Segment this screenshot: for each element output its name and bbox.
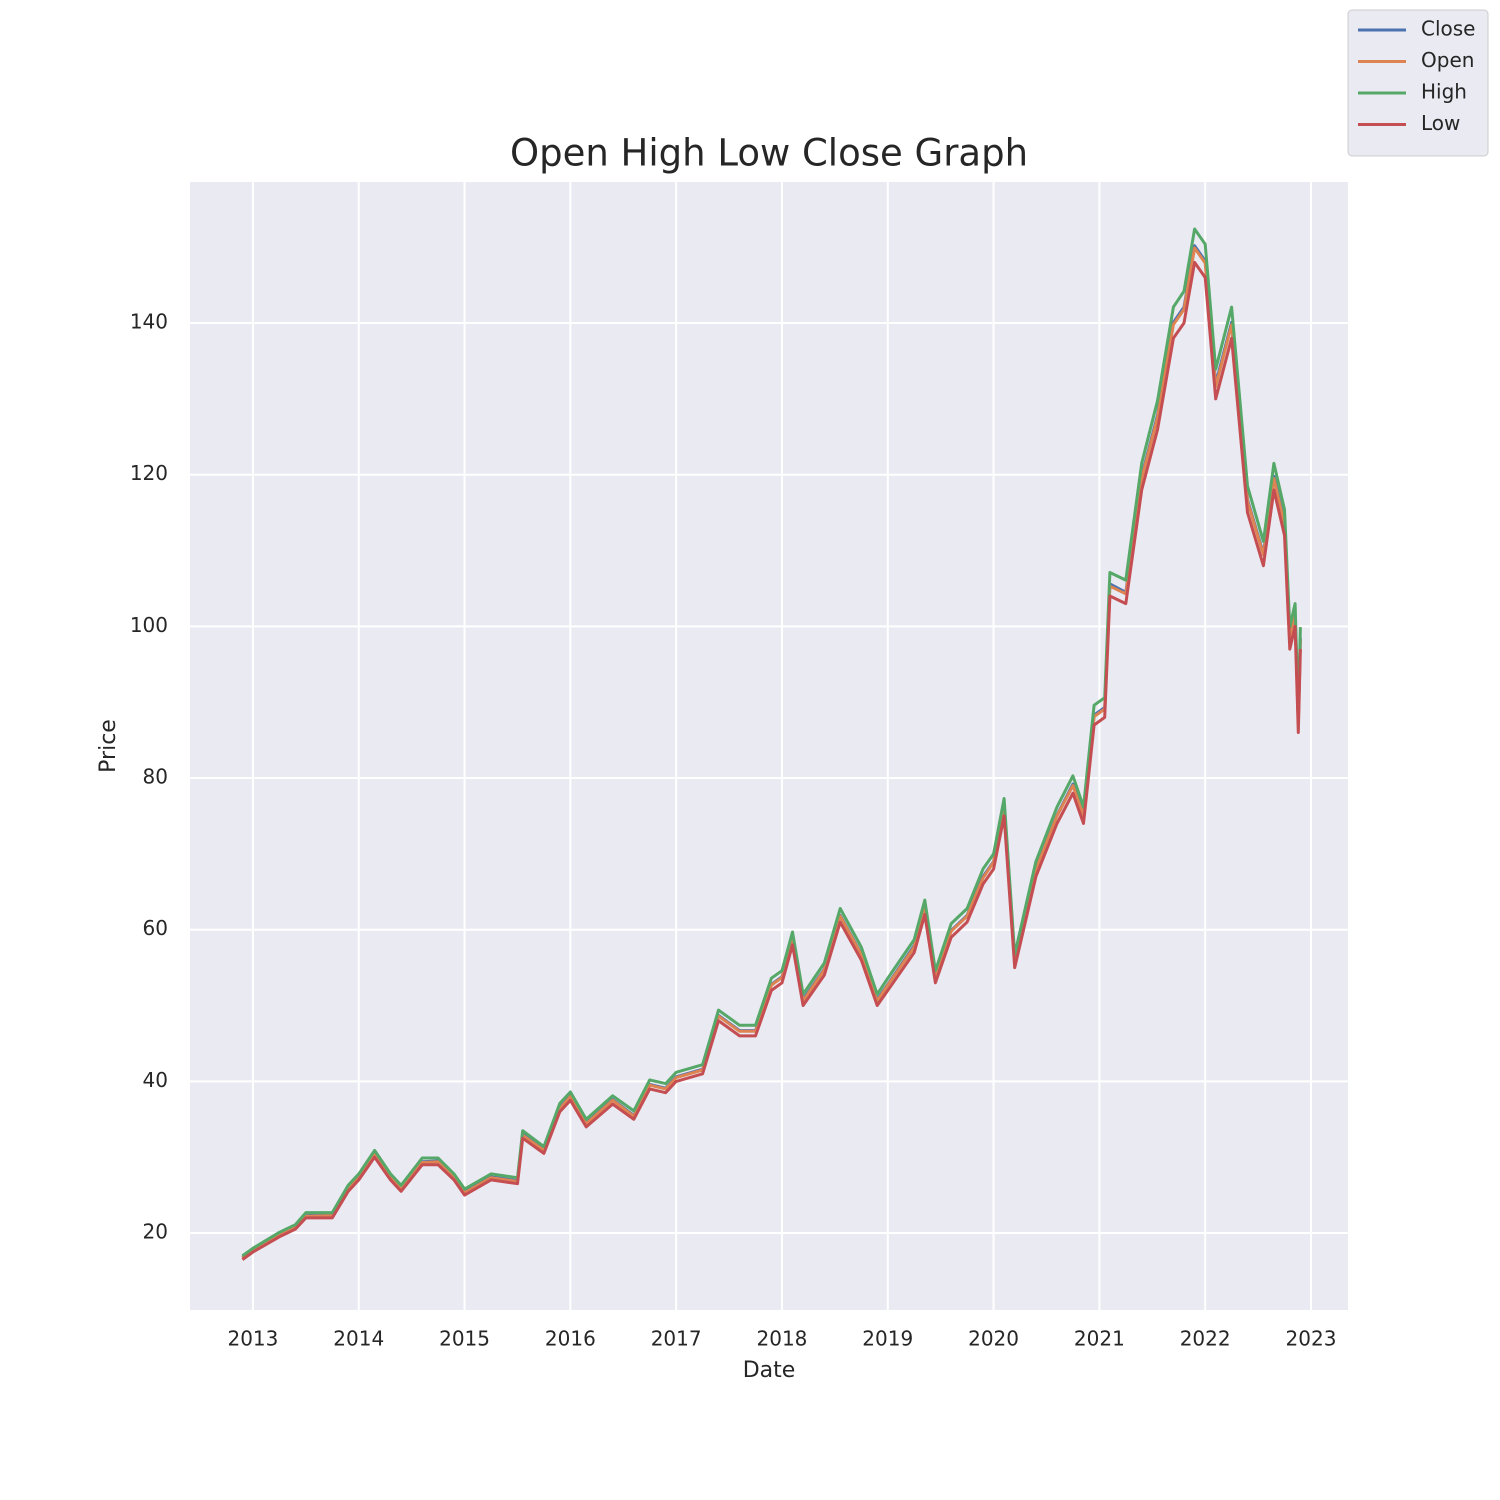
- x-tick-label: 2014: [333, 1327, 384, 1351]
- series-line: [241, 246, 1302, 1260]
- y-tick-label: 40: [143, 1068, 168, 1092]
- x-tick-label: 2013: [227, 1327, 278, 1351]
- legend-label: Open: [1421, 48, 1474, 72]
- x-tick-label: 2021: [1074, 1327, 1125, 1351]
- y-tick-label: 20: [143, 1220, 168, 1244]
- y-tick-label: 120: [130, 461, 168, 485]
- x-tick-label: 2019: [862, 1327, 913, 1351]
- y-tick-label: 80: [143, 765, 168, 789]
- series-line: [241, 260, 1302, 1261]
- x-tick-label: 2022: [1180, 1327, 1231, 1351]
- series-line: [241, 227, 1302, 1258]
- y-tick-label: 60: [143, 916, 168, 940]
- x-tick-label: 2018: [757, 1327, 808, 1351]
- y-tick-label: 100: [130, 613, 168, 637]
- chart-title: Open High Low Close Graph: [510, 132, 1028, 175]
- plot-area: [190, 182, 1348, 1310]
- x-tick-label: 2023: [1286, 1327, 1337, 1351]
- legend-label: High: [1421, 80, 1467, 104]
- legend-label: Close: [1421, 17, 1475, 41]
- x-tick-label: 2015: [439, 1327, 490, 1351]
- legend-box: [1347, 9, 1489, 157]
- x-tick-label: 2020: [968, 1327, 1019, 1351]
- x-axis-label: Date: [743, 1358, 796, 1383]
- x-tick-label: 2016: [545, 1327, 596, 1351]
- x-tick-label: 2017: [651, 1327, 702, 1351]
- y-tick-label: 140: [130, 310, 168, 334]
- legend-label: Low: [1421, 111, 1460, 135]
- y-axis-label: Price: [96, 719, 121, 773]
